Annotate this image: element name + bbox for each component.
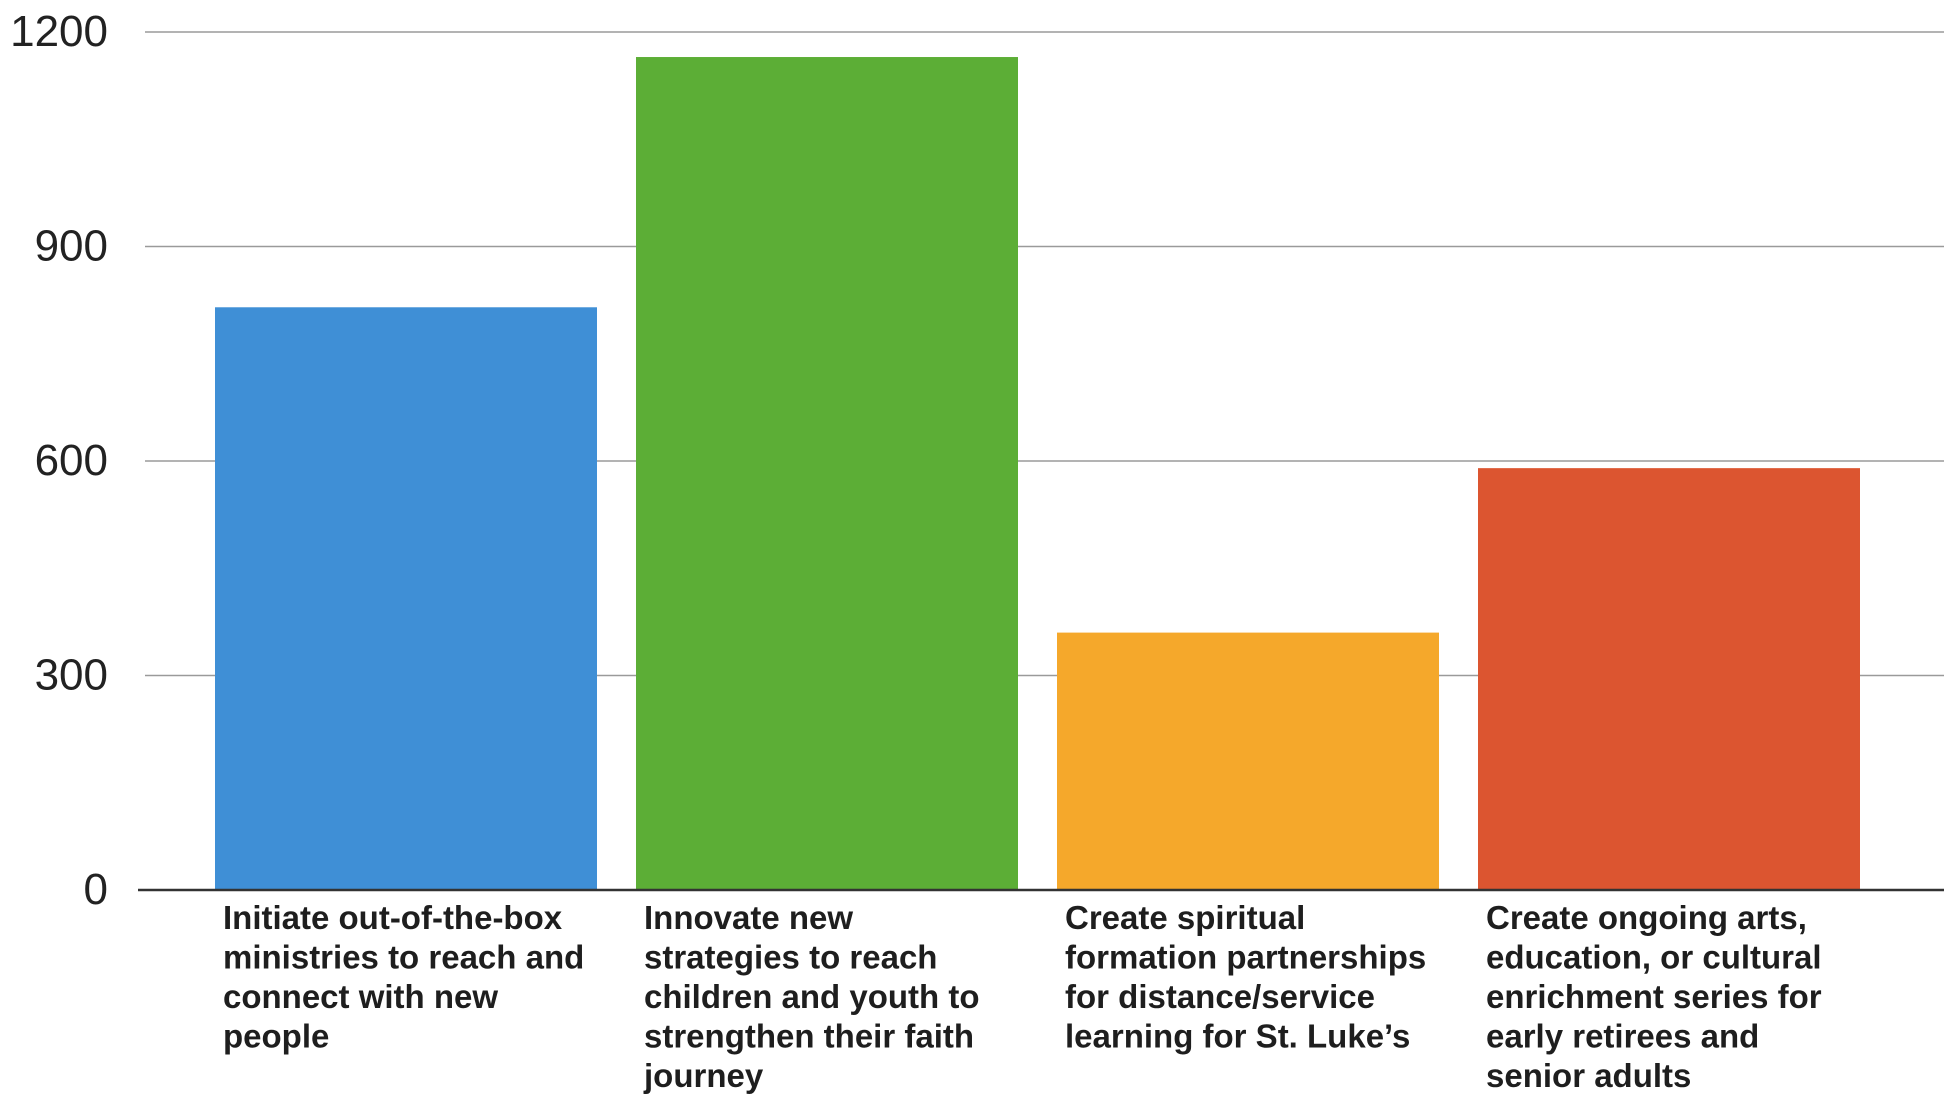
- y-tick-label-900: 900: [35, 222, 108, 271]
- category-label-line: formation partnerships: [1065, 939, 1426, 976]
- category-label-line: ministries to reach and: [223, 939, 584, 976]
- category-label-line: enrichment series for: [1486, 978, 1822, 1015]
- category-label-line: children and youth to: [644, 978, 980, 1015]
- bar-2: [636, 57, 1018, 890]
- category-label-line: Innovate new: [644, 899, 853, 936]
- category-label-line: for distance/service: [1065, 978, 1375, 1015]
- category-label-line: Create spiritual: [1065, 899, 1305, 936]
- category-label-line: Create ongoing arts,: [1486, 899, 1807, 936]
- category-label-line: people: [223, 1018, 329, 1055]
- bar-1: [215, 307, 597, 890]
- category-label-line: early retirees and: [1486, 1018, 1759, 1055]
- category-label-line: learning for St. Luke’s: [1065, 1018, 1410, 1055]
- y-tick-label-600: 600: [35, 436, 108, 485]
- category-label-3: Create spiritual formation partnerships fo…: [1065, 899, 1426, 1055]
- bar-4: [1478, 468, 1860, 890]
- y-tick-label-0: 0: [84, 865, 108, 914]
- category-label-line: journey: [643, 1057, 764, 1094]
- category-label-line: education, or cultural: [1486, 939, 1822, 976]
- bar-3: [1057, 632, 1439, 890]
- category-label-line: strategies to reach: [644, 939, 937, 976]
- bars: [215, 57, 1860, 890]
- y-tick-label-1200: 1200: [10, 7, 108, 56]
- category-label-line: strengthen their faith: [644, 1018, 974, 1055]
- category-label-2: Innovate new strategies to reach children …: [643, 899, 980, 1094]
- y-tick-labels: 0 300 600 900 1200: [10, 7, 108, 914]
- category-label-4: Create ongoing arts, education, or cultur…: [1486, 899, 1822, 1094]
- category-labels: Initiate out-of-the-box ministries to rea…: [223, 899, 1822, 1094]
- category-label-line: senior adults: [1486, 1057, 1691, 1094]
- category-label-line: Initiate out-of-the-box: [223, 899, 563, 936]
- category-label-1: Initiate out-of-the-box ministries to rea…: [223, 899, 584, 1055]
- y-tick-label-300: 300: [35, 651, 108, 700]
- category-label-line: connect with new: [223, 978, 498, 1015]
